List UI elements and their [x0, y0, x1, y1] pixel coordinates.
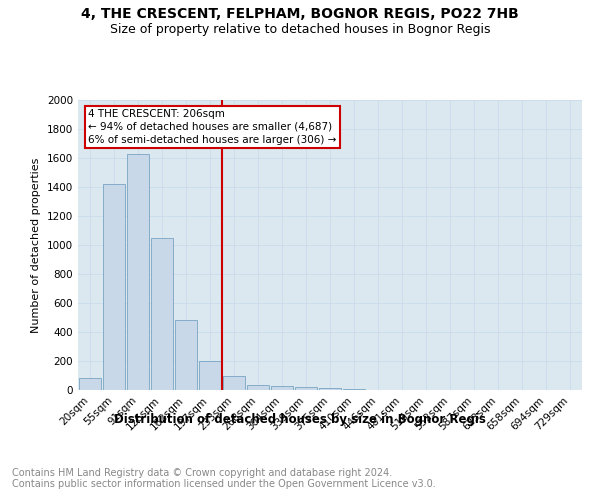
Bar: [199, 361, 221, 390]
Text: 4, THE CRESCENT, FELPHAM, BOGNOR REGIS, PO22 7HB: 4, THE CRESCENT, FELPHAM, BOGNOR REGIS, …: [81, 8, 519, 22]
Bar: [295, 387, 317, 390]
Bar: [247, 385, 269, 390]
Bar: [151, 238, 173, 390]
Bar: [271, 386, 293, 390]
Text: Size of property relative to detached houses in Bognor Regis: Size of property relative to detached ho…: [110, 22, 490, 36]
Y-axis label: Number of detached properties: Number of detached properties: [31, 158, 41, 332]
Text: 4 THE CRESCENT: 206sqm
← 94% of detached houses are smaller (4,687)
6% of semi-d: 4 THE CRESCENT: 206sqm ← 94% of detached…: [88, 108, 337, 145]
Bar: [319, 388, 341, 390]
Bar: [175, 320, 197, 390]
Bar: [223, 376, 245, 390]
Bar: [103, 184, 125, 390]
Text: Distribution of detached houses by size in Bognor Regis: Distribution of detached houses by size …: [114, 412, 486, 426]
Bar: [127, 154, 149, 390]
Bar: [79, 378, 101, 390]
Text: Contains HM Land Registry data © Crown copyright and database right 2024.
Contai: Contains HM Land Registry data © Crown c…: [12, 468, 436, 489]
